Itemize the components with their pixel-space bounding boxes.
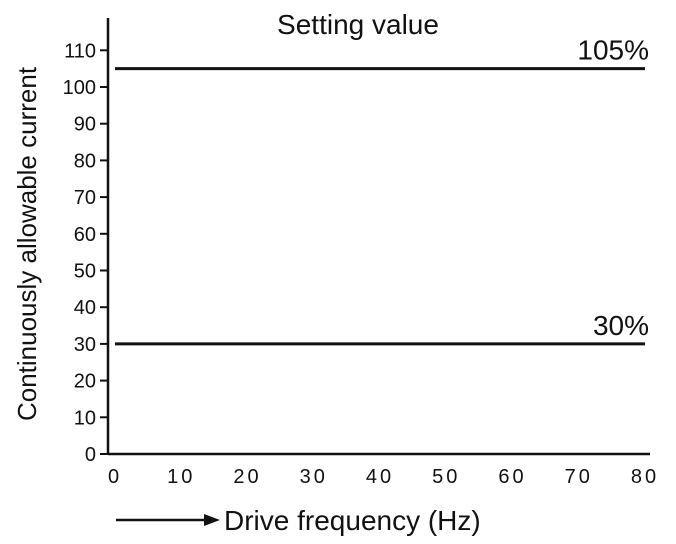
x-tick-label: 40 (366, 466, 394, 488)
y-tick-label: 70 (74, 187, 96, 209)
series-label: 105% (577, 35, 649, 66)
x-tick-label: 50 (432, 466, 460, 488)
y-tick-label: 100 (63, 77, 96, 99)
x-tick-label: 0 (108, 466, 122, 488)
x-axis-label: Drive frequency (Hz) (224, 505, 481, 536)
series-label: 30% (593, 310, 649, 341)
x-tick-label: 60 (498, 466, 526, 488)
arrow-icon (204, 514, 220, 526)
plot-axes (106, 18, 650, 456)
y-tick-label: 30 (74, 334, 96, 356)
chart-title: Setting value (277, 9, 439, 40)
y-ticks: 0 10 20 30 40 50 60 70 80 90 100 110 (63, 40, 108, 466)
y-axis-label: Continuously allowable current (12, 66, 42, 421)
series-lines (115, 67, 645, 346)
y-tick-label: 80 (74, 150, 96, 172)
x-tick-label: 20 (233, 466, 261, 488)
x-tick-label: 80 (631, 466, 659, 488)
y-tick-label: 60 (74, 224, 96, 246)
y-tick-label: 20 (74, 371, 96, 393)
y-tick-label: 40 (74, 297, 96, 319)
x-tick-label: 10 (167, 466, 195, 488)
x-ticks: 0 10 20 30 40 50 60 70 80 (108, 466, 659, 488)
series-labels: 105% 30% (577, 35, 649, 341)
y-tick-label: 90 (74, 114, 96, 136)
x-tick-label: 30 (300, 466, 328, 488)
y-tick-label: 110 (64, 40, 96, 62)
y-tick-label: 50 (74, 261, 96, 283)
y-tick-label: 0 (85, 444, 96, 466)
x-tick-label: 70 (565, 466, 593, 488)
x-axis-label-group: Drive frequency (Hz) (116, 505, 481, 536)
y-tick-label: 10 (74, 407, 96, 429)
